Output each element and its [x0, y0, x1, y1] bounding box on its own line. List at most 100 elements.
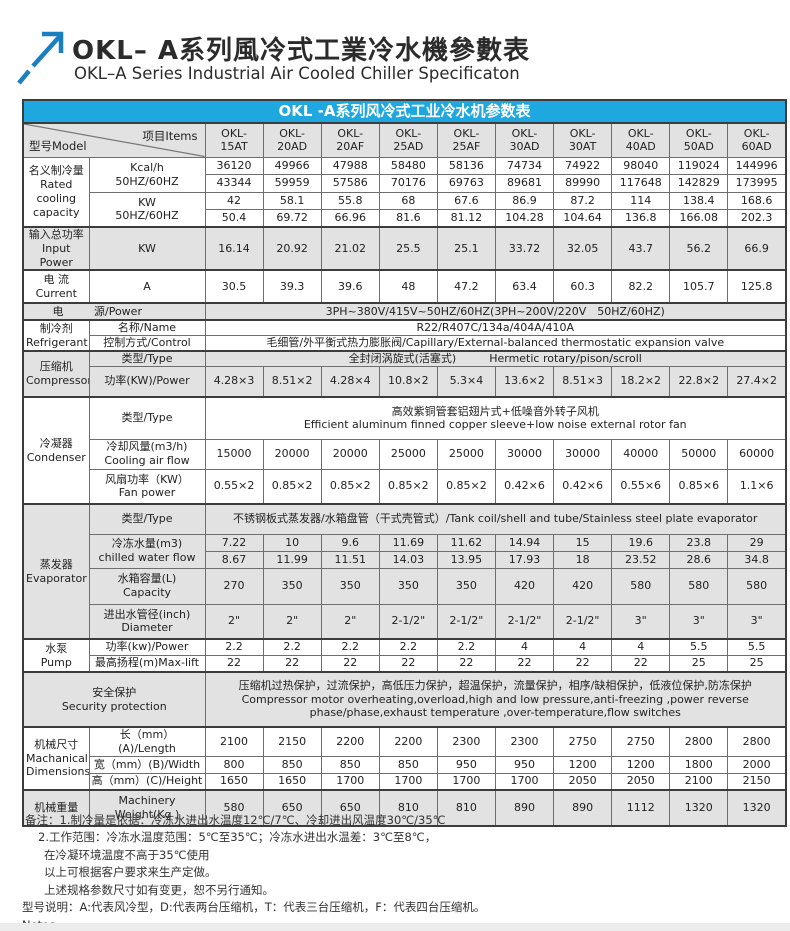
data-cell: 47988: [320, 156, 380, 175]
power-label-cn: 电: [52, 304, 64, 318]
data-cell: 89681: [494, 173, 555, 193]
data-cell: 9.6: [320, 533, 380, 552]
row-label: 冷却风量(m3/h) Cooling air flow: [88, 438, 206, 470]
data-cell: 67.6: [436, 191, 496, 210]
data-cell: 890: [494, 789, 555, 827]
table-row: 水箱容量(L) Capacity 270 350 350 350 350 420 420 58…: [23, 567, 787, 605]
table-row: 冷冻水量(m3) chilled water flow 7.22 10 9.6 11.…: [23, 533, 787, 569]
table-row: 43344 59959 57586 70176 69763 89681 89990 11764…: [23, 173, 787, 193]
data-cell: 114: [611, 191, 671, 210]
table-row: 机械重量 Machinery Weight(Kg ) 580 650 650 810 8…: [22, 789, 787, 827]
data-cell: 270: [204, 567, 264, 605]
data-cell: 18: [553, 550, 613, 569]
data-cell: 39.6: [320, 269, 380, 304]
data-cell: 58480: [378, 156, 438, 175]
data-cell: 28.6: [669, 550, 729, 569]
data-cell: 22: [378, 654, 438, 673]
data-cell: 20000: [262, 438, 322, 470]
data-cell: 2200: [378, 726, 438, 757]
data-cell: 22: [204, 654, 264, 673]
row-label: 宽（mm）(B)/Width: [88, 755, 206, 774]
merged-value-cell: 3PH~380V/415V~50HZ/60HZ(3PH~200V/220V 50…: [204, 302, 787, 321]
data-cell: 43344: [204, 173, 264, 193]
data-cell: 58.1: [262, 191, 322, 210]
merged-value-cell: 压缩机过热保护，过流保护，高低压力保护，超温保护，流量保护，相序/缺相保护，低液…: [204, 671, 787, 728]
data-cell: 1700: [320, 772, 380, 791]
data-cell: 14.94: [494, 533, 555, 552]
note-line: 型号说明：A:代表风冷型，D:代表两台压缩机，T：代表三台压缩机，F：代表四台压…: [22, 900, 486, 915]
data-cell: 66.96: [320, 208, 380, 228]
data-cell: 22: [553, 654, 613, 673]
data-cell: 580: [611, 567, 671, 605]
table-row: 蒸发器 Evaporator 类型/Type 不锈钢板式蒸发器/水箱盘管（干式壳…: [22, 503, 787, 640]
group-label: 安全保护 Security protection: [22, 671, 206, 728]
table-row: 制冷剂 Refrigerant 名称/Name R22/R407C/134a/4…: [22, 319, 787, 352]
row-label: 进出水管径(inch) Diameter: [88, 603, 206, 640]
data-cell: 2.2: [204, 638, 264, 656]
data-cell: 59959: [262, 173, 322, 193]
data-cell: 2-1/2": [553, 603, 613, 640]
data-cell: 74922: [553, 156, 613, 175]
data-cell: 87.2: [553, 191, 613, 210]
data-cell: 1320: [669, 789, 729, 827]
data-cell: 60.3: [553, 269, 613, 304]
data-cell: 2100: [204, 726, 264, 757]
row-label: 最高扬程(m)Max-lift: [88, 654, 206, 673]
data-cell: 17.93: [494, 550, 555, 569]
data-cell: 68: [378, 191, 438, 210]
data-cell: 2-1/2": [378, 603, 438, 640]
data-cell: 74734: [494, 156, 555, 175]
data-cell: 22: [436, 654, 496, 673]
data-cell: 23.8: [669, 533, 729, 552]
data-cell: 18.2×2: [611, 365, 671, 398]
table-row: 安全保护 Security protection 压缩机过热保护，过流保护，高低…: [22, 671, 787, 728]
data-cell: 142829: [669, 173, 729, 193]
data-cell: 2100: [669, 772, 729, 791]
data-cell: 40000: [611, 438, 671, 470]
data-cell: 66.9: [727, 225, 787, 271]
group-label: 机械尺寸 Machanical Dimensions: [22, 726, 90, 791]
data-cell: 2200: [320, 726, 380, 757]
table-row: 名义制冷量 Rated cooling capacity Kcal/h 50HZ…: [22, 156, 787, 228]
data-cell: 11.51: [320, 550, 380, 569]
data-cell: 36120: [204, 156, 264, 175]
group-label: 名义制冷量 Rated cooling capacity: [22, 156, 90, 228]
data-cell: 104.64: [553, 208, 613, 228]
data-cell: 27.4×2: [727, 365, 787, 398]
data-cell: 86.9: [494, 191, 555, 210]
row-label: 类型/Type: [88, 503, 206, 535]
merged-value-cell: R22/R407C/134a/404A/410A: [204, 319, 787, 337]
row-label: 冷冻水量(m3) chilled water flow: [88, 533, 206, 569]
data-cell: 1650: [204, 772, 264, 791]
data-cell: 2050: [611, 772, 671, 791]
data-cell: 4: [611, 638, 671, 656]
data-cell: 2750: [553, 726, 613, 757]
row-label: 高（mm）(C)/Height: [88, 772, 206, 791]
data-cell: 15: [553, 533, 613, 552]
data-cell: 850: [378, 755, 438, 774]
data-cell: 42: [204, 191, 264, 210]
data-cell: 0.85×6: [669, 468, 729, 505]
table-row: 控制方式/Control 毛细管/外平衡式热力膨胀阀/Capillary/Ext…: [23, 334, 787, 352]
data-cell: 168.6: [727, 191, 787, 210]
data-cell: 1200: [553, 755, 613, 774]
data-cell: 58136: [436, 156, 496, 175]
data-cell: 15000: [204, 438, 264, 470]
data-cell: 2": [320, 603, 380, 640]
corner-items-label: 项目Items: [142, 129, 198, 143]
data-cell: 136.8: [611, 208, 671, 228]
data-cell: 50000: [669, 438, 729, 470]
table-row: 电 流 Current A 30.5 39.3 39.6 48 47.2 63.4 60.3…: [22, 269, 787, 304]
data-cell: 98040: [611, 156, 671, 175]
data-cell: 63.4: [494, 269, 555, 304]
data-cell: 11.69: [378, 533, 438, 552]
data-cell: 2150: [727, 772, 787, 791]
data-cell: 850: [262, 755, 322, 774]
data-cell: 10: [262, 533, 322, 552]
note-line: 在冷凝环境温度不高于35℃使用: [44, 847, 210, 862]
data-cell: 1700: [436, 772, 496, 791]
data-cell: 81.12: [436, 208, 496, 228]
power-label-en: 源/Power: [94, 304, 142, 318]
data-cell: 580: [204, 789, 264, 827]
